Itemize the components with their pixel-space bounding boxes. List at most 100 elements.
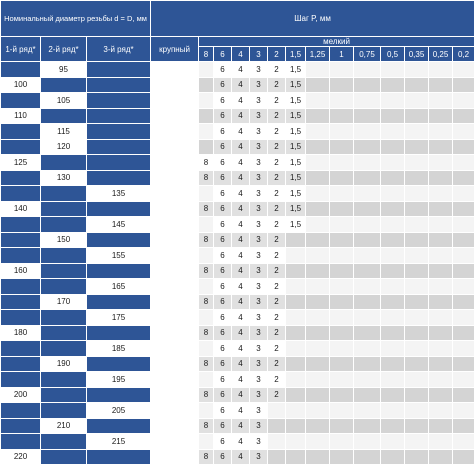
pitch-cell: 4 — [232, 170, 250, 186]
pitch-cell — [405, 294, 429, 310]
pitch-cell — [354, 93, 381, 109]
pitch-cell — [286, 449, 306, 465]
pitch-cell — [306, 418, 330, 434]
diameter-r1-cell: 220 — [1, 449, 41, 465]
pitch-cell: 8 — [199, 170, 214, 186]
pitch-cell: 2 — [268, 294, 286, 310]
diameter-r1-cell — [1, 186, 41, 202]
diameter-r2-cell — [41, 248, 87, 264]
pitch-cell — [330, 372, 354, 388]
pitch-cell: 4 — [232, 201, 250, 217]
pitch-cell — [306, 124, 330, 140]
pitch-cell: 6 — [214, 108, 232, 124]
pitch-cell — [405, 139, 429, 155]
pitch-cell — [354, 434, 381, 450]
pitch-cell — [286, 294, 306, 310]
pitch-cell — [199, 62, 214, 78]
pitch-cell — [381, 139, 405, 155]
pitch-cell — [306, 325, 330, 341]
diameter-r2-cell — [41, 341, 87, 357]
pitch-cell — [453, 263, 474, 279]
diameter-r1-cell — [1, 248, 41, 264]
coarse-header: крупный — [151, 37, 199, 62]
pitch-cell: 8 — [199, 294, 214, 310]
pitch-cell: 1,5 — [286, 201, 306, 217]
pitch-cell — [330, 310, 354, 326]
pitch-cell — [286, 403, 306, 419]
diameter-r1-cell — [1, 93, 41, 109]
pitch-cell — [330, 294, 354, 310]
coarse-pitch-cell — [151, 217, 199, 233]
coarse-pitch-cell — [151, 186, 199, 202]
pitch-cell: 6 — [214, 217, 232, 233]
coarse-pitch-cell — [151, 139, 199, 155]
pitch-cell: 3 — [250, 341, 268, 357]
pitch-cell — [429, 139, 453, 155]
pitch-cell — [381, 279, 405, 295]
pitch-cell: 2 — [268, 263, 286, 279]
pitch-cell — [330, 325, 354, 341]
pitch-cell: 6 — [214, 279, 232, 295]
pitch-cell — [199, 124, 214, 140]
pitch-cell — [306, 186, 330, 202]
diameter-r2-cell — [41, 434, 87, 450]
pitch-cell: 2 — [268, 325, 286, 341]
pitch-cell — [354, 294, 381, 310]
diameter-r3-cell — [87, 62, 151, 78]
pitch-cell — [306, 232, 330, 248]
pitch-col-header: 0,2 — [453, 47, 474, 62]
pitch-cell — [354, 232, 381, 248]
pitch-cell: 2 — [268, 201, 286, 217]
pitch-cell: 2 — [268, 372, 286, 388]
pitch-col-header: 6 — [214, 47, 232, 62]
coarse-pitch-cell — [151, 403, 199, 419]
pitch-cell: 3 — [250, 325, 268, 341]
pitch-col-header: 0,5 — [381, 47, 405, 62]
diameter-r1-cell: 125 — [1, 155, 41, 171]
pitch-cell — [453, 356, 474, 372]
pitch-cell — [381, 170, 405, 186]
diameter-r2-cell: 95 — [41, 62, 87, 78]
pitch-cell — [354, 387, 381, 403]
pitch-cell — [354, 186, 381, 202]
pitch-cell — [381, 155, 405, 171]
pitch-cell — [453, 201, 474, 217]
pitch-cell: 6 — [214, 93, 232, 109]
pitch-cell — [429, 62, 453, 78]
pitch-cell — [268, 403, 286, 419]
pitch-cell — [306, 248, 330, 264]
diameter-r1-cell: 200 — [1, 387, 41, 403]
pitch-cell: 4 — [232, 232, 250, 248]
pitch-cell — [453, 77, 474, 93]
pitch-cell — [429, 93, 453, 109]
pitch-cell — [330, 201, 354, 217]
pitch-cell — [330, 108, 354, 124]
row1-header: 1-й ряд* — [1, 37, 41, 62]
diameter-r2-cell — [41, 403, 87, 419]
pitch-cell: 6 — [214, 170, 232, 186]
diameter-r2-cell: 120 — [41, 139, 87, 155]
pitch-cell: 6 — [214, 155, 232, 171]
pitch-cell: 8 — [199, 201, 214, 217]
pitch-cell — [405, 108, 429, 124]
diameter-r2-cell — [41, 325, 87, 341]
pitch-cell — [199, 186, 214, 202]
pitch-cell: 3 — [250, 418, 268, 434]
pitch-cell — [330, 418, 354, 434]
diameter-r2-cell — [41, 449, 87, 465]
diameter-r3-cell — [87, 263, 151, 279]
pitch-cell: 2 — [268, 387, 286, 403]
pitch-cell: 4 — [232, 77, 250, 93]
diameter-r2-cell: 190 — [41, 356, 87, 372]
pitch-cell — [330, 341, 354, 357]
pitch-cell — [381, 201, 405, 217]
coarse-pitch-cell — [151, 310, 199, 326]
